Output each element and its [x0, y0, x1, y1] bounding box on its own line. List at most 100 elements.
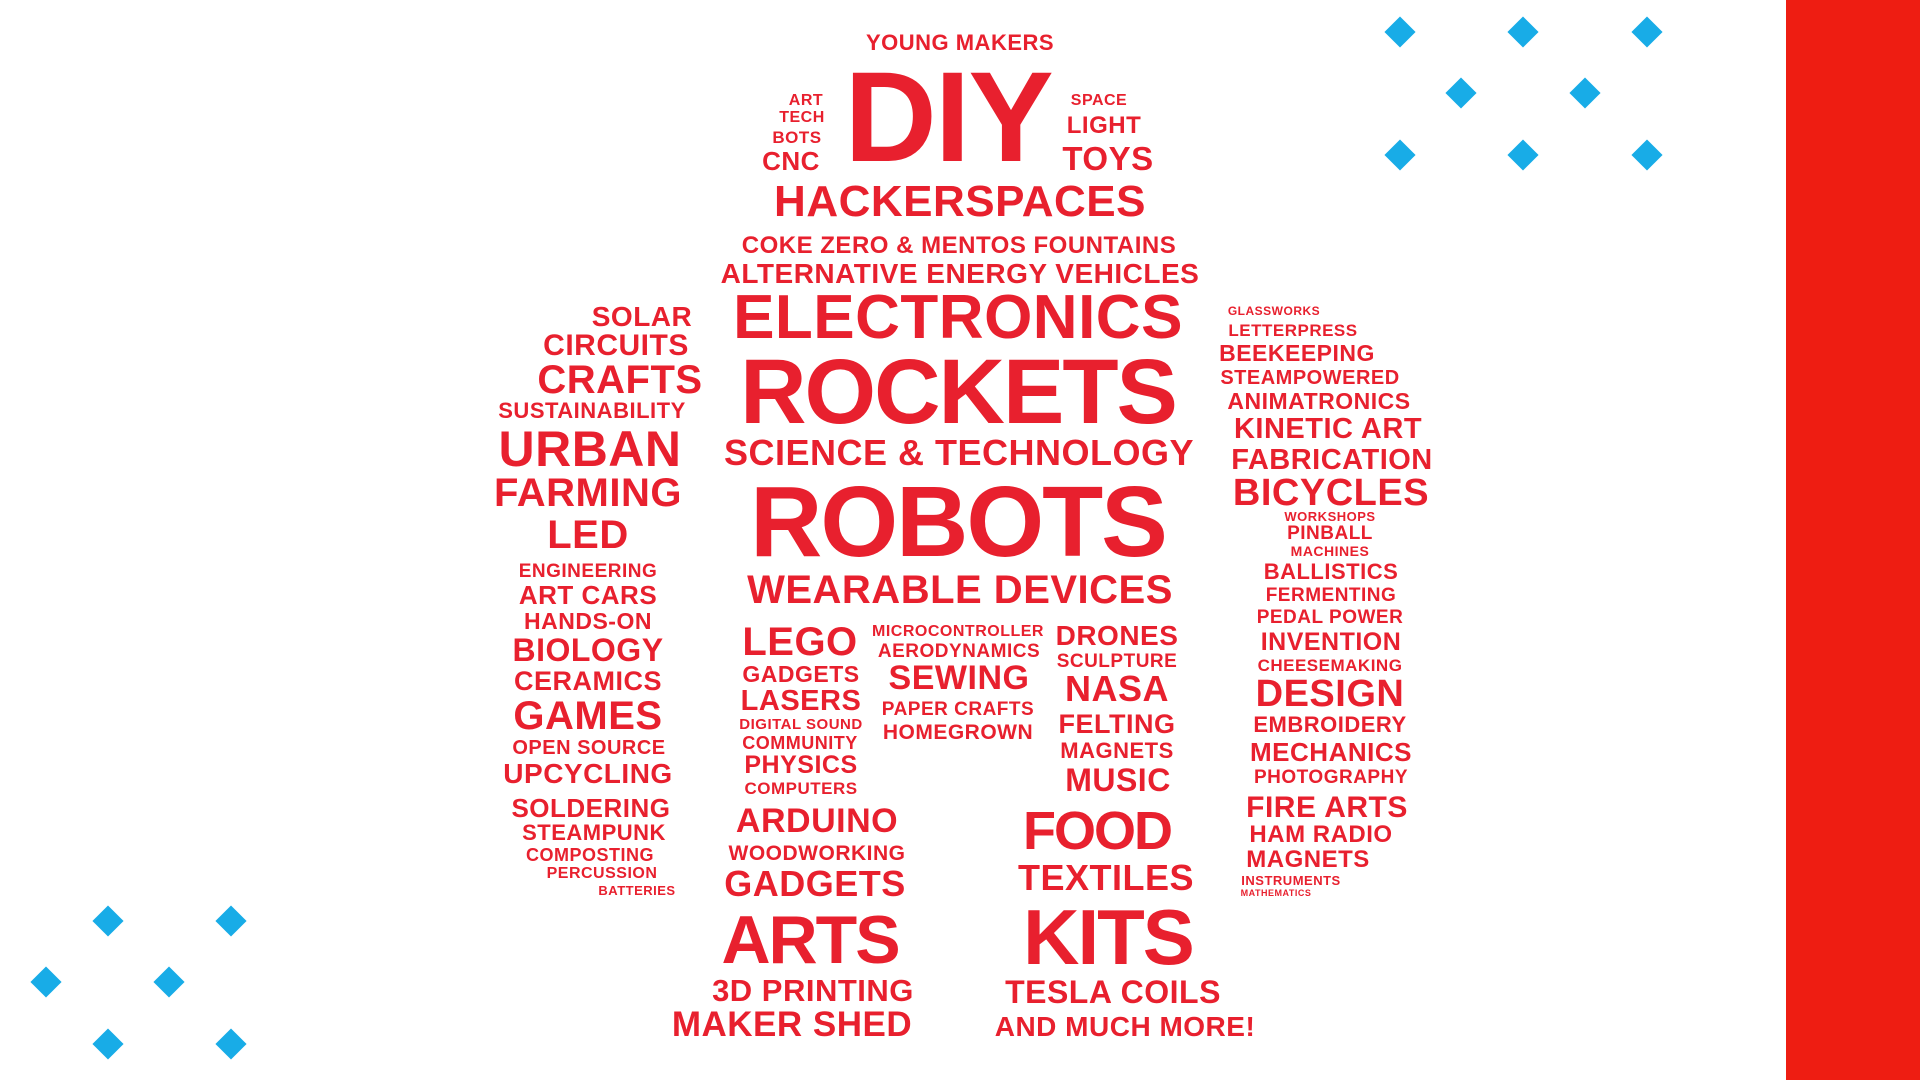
diamond-icon	[92, 1028, 124, 1060]
word-instruments: INSTRUMENTS	[1241, 873, 1341, 888]
word-led: LED	[547, 513, 629, 557]
word-computers: COMPUTERS	[744, 779, 858, 798]
word-kinetic-art: KINETIC ART	[1233, 413, 1423, 445]
word-upcycling: UPCYCLING	[503, 758, 673, 789]
word-fabrication: FABRICATION	[1231, 444, 1433, 476]
red-side-stripe	[1786, 0, 1920, 1080]
word-nasa: NASA	[1064, 668, 1170, 709]
word-community: COMMUNITY	[742, 733, 858, 753]
diamond-icon	[1631, 16, 1663, 48]
word-glassworks: GLASSWORKS	[1227, 304, 1321, 318]
diamond-icon	[1631, 139, 1663, 171]
word-pinball: PINBALL	[1287, 523, 1373, 544]
word-young-makers: YOUNG MAKERS	[865, 30, 1055, 55]
word-lasers: LASERS	[740, 685, 862, 717]
word-paper-crafts: PAPER CRAFTS	[881, 699, 1035, 720]
word-batteries: BATTERIES	[598, 883, 676, 898]
diamond-icon	[153, 966, 185, 998]
word-arduino: ARDUINO	[735, 802, 899, 840]
word-bots: BOTS	[772, 128, 822, 147]
diamond-icon	[1507, 16, 1539, 48]
word-aerodynamics: AERODYNAMICS	[877, 641, 1041, 662]
word-music: MUSIC	[1065, 762, 1171, 798]
word-letterpress: LETTERPRESS	[1228, 321, 1358, 340]
word-felting: FELTING	[1058, 709, 1176, 739]
word-hands-on: HANDS-ON	[524, 608, 652, 634]
word-hackerspaces: HACKERSPACES	[774, 177, 1146, 226]
word-ham-radio: HAM RADIO	[1249, 821, 1393, 848]
word-tesla-coils: TESLA COILS	[1005, 974, 1221, 1010]
word-robots: ROBOTS	[750, 466, 1168, 578]
word-invention: INVENTION	[1260, 628, 1402, 656]
word-drones: DRONES	[1055, 620, 1179, 651]
diamond-icon	[1384, 16, 1416, 48]
word-circuits: CIRCUITS	[543, 329, 689, 362]
word-gadgets-leg: GADGETS	[724, 863, 906, 904]
word-art-cars: ART CARS	[518, 580, 658, 610]
word-solar: SOLAR	[591, 301, 693, 332]
word-pedal-power: PEDAL POWER	[1256, 607, 1404, 628]
word-food: FOOD	[1023, 801, 1173, 861]
word-bicycles: BICYCLES	[1232, 472, 1430, 514]
diamond-icon	[30, 966, 62, 998]
word-maker-shed: MAKER SHED	[671, 1005, 913, 1044]
word-physics: PHYSICS	[744, 751, 858, 779]
word-composting: COMPOSTING	[525, 845, 655, 865]
word-fire-arts: FIRE ARTS	[1246, 791, 1408, 824]
word-ceramics: CERAMICS	[513, 666, 663, 696]
diamond-icon	[1507, 139, 1539, 171]
word-crafts: CRAFTS	[537, 358, 703, 402]
word-games: GAMES	[513, 694, 663, 738]
word-lego: LEGO	[742, 620, 858, 664]
diamond-icon	[215, 1028, 247, 1060]
word-space: SPACE	[1070, 92, 1128, 109]
word-science-technology: SCIENCE & TECHNOLOGY	[723, 432, 1195, 473]
word-wearable-devices: WEARABLE DEVICES	[747, 568, 1173, 612]
word-biology: BIOLOGY	[512, 632, 664, 668]
word-gadgets: GADGETS	[742, 661, 860, 687]
word-sustainability: SUSTAINABILITY	[498, 398, 686, 423]
word-soldering: SOLDERING	[511, 793, 671, 823]
word-alternative-energy-vehicles: ALTERNATIVE ENERGY VEHICLES	[720, 258, 1200, 289]
word-animatronics: ANIMATRONICS	[1227, 388, 1411, 414]
word-microcontroller: MICROCONTROLLER	[872, 623, 1044, 640]
word-steampowered: STEAMPOWERED	[1220, 367, 1400, 389]
word-textiles: TEXTILES	[1017, 857, 1195, 898]
diamond-icon	[92, 905, 124, 937]
word-coke-zero-mentos-fountains: COKE ZERO & MENTOS FOUNTAINS	[741, 232, 1177, 259]
diamond-icon	[215, 905, 247, 937]
word-mathematics: MATHEMATICS	[1240, 888, 1312, 898]
word-cnc: CNC	[762, 146, 820, 176]
word-urban: URBAN	[498, 421, 682, 477]
word-cheesemaking: CHEESEMAKING	[1257, 656, 1403, 675]
word-homegrown: HOMEGROWN	[882, 721, 1034, 744]
word-toys: TOYS	[1062, 140, 1154, 177]
word-electronics: ELECTRONICS	[733, 283, 1183, 352]
word-and-much-more: AND MUCH MORE!	[994, 1011, 1256, 1042]
word-woodworking: WOODWORKING	[728, 842, 906, 865]
diamond-icon	[1384, 139, 1416, 171]
word-art: ART	[788, 92, 824, 109]
word-rockets: ROCKETS	[740, 341, 1178, 443]
word-tech: TECH	[779, 109, 825, 126]
word-open-source: OPEN SOURCE	[512, 737, 666, 759]
word-sewing: SEWING	[888, 659, 1030, 697]
word-machines: MACHINES	[1290, 543, 1370, 559]
word-fermenting: FERMENTING	[1265, 585, 1397, 606]
word-digital-sound: DIGITAL SOUND	[739, 716, 863, 733]
word-steampunk: STEAMPUNK	[522, 820, 666, 845]
word-magnets: MAGNETS	[1060, 738, 1174, 763]
word-3d-printing: 3D PRINTING	[712, 973, 914, 1008]
word-embroidery: EMBROIDERY	[1253, 712, 1407, 737]
diamond-icon	[1569, 77, 1601, 109]
word-mechanics: MECHANICS	[1250, 737, 1412, 767]
word-workshops: WORKSHOPS	[1284, 509, 1376, 524]
word-engineering: ENGINEERING	[518, 561, 658, 582]
word-beekeeping: BEEKEEPING	[1219, 340, 1375, 366]
word-percussion: PERCUSSION	[546, 865, 658, 882]
word-kits: KITS	[1023, 893, 1195, 981]
word-ballistics: BALLISTICS	[1263, 559, 1399, 584]
word-light: LIGHT	[1066, 112, 1142, 139]
word-farming: FARMING	[494, 471, 682, 515]
word-photography: PHOTOGRAPHY	[1253, 767, 1409, 788]
